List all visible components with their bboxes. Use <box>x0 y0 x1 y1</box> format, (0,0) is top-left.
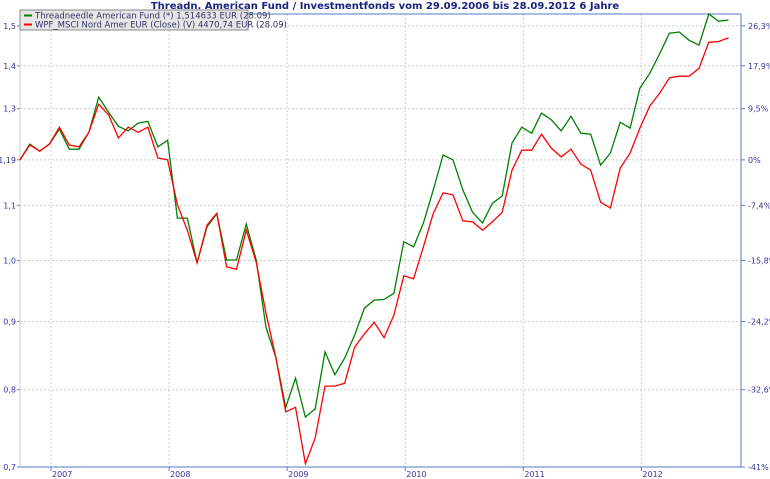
y-tick-label: 1,19 <box>0 156 16 165</box>
x-tick-label: 2012 <box>642 470 662 479</box>
y2-tick-label: -32,6% <box>748 386 770 395</box>
series-lines <box>19 12 729 467</box>
grid <box>20 14 741 468</box>
legend: Threadneedle American Fund (*) 1,514633 … <box>19 9 287 31</box>
axes: 0,7 -41% 0,8 -32,6% 0,9 -24,2% 1,0 -15,8% 1,1 -7,… <box>0 13 770 479</box>
legend-entry-fund: Threadneedle American Fund (*) 1,514633 … <box>34 12 271 22</box>
y-tick-label: 1,3 <box>3 105 16 114</box>
legend-entry-index: WPF_MSCI Nord Amer EUR (Close) (V) 4470,… <box>35 21 287 31</box>
y-tick-label: 1,0 <box>3 257 16 266</box>
legend-box <box>19 9 249 31</box>
y-tick-label: 1,4 <box>3 62 16 71</box>
series-line-fund <box>19 12 729 419</box>
y2-tick-label: -15,8% <box>748 257 770 266</box>
y-tick-label: 0,7 <box>3 463 16 472</box>
y-tick-label: 1,1 <box>3 201 16 210</box>
y-tick-label: 1,5 <box>3 22 16 31</box>
y2-tick-label: 0% <box>748 156 761 165</box>
x-tick-label: 2008 <box>170 470 190 479</box>
y2-tick-label: 26,3% <box>748 22 770 31</box>
y2-tick-label: 17,9% <box>748 62 770 71</box>
chart-title: Threadn. American Fund / Investmentfonds… <box>151 1 620 12</box>
series-line-index <box>19 37 729 467</box>
y2-tick-label: -7,4% <box>748 201 770 210</box>
y-tick-label: 0,8 <box>3 386 16 395</box>
x-tick-label: 2007 <box>52 470 72 479</box>
x-tick-label: 2011 <box>524 470 544 479</box>
y2-tick-label: -41% <box>748 463 769 472</box>
y2-tick-label: -24,2% <box>748 318 770 327</box>
y-tick-label: 0,9 <box>3 318 16 327</box>
y2-tick-label: 9,5% <box>748 105 769 114</box>
x-tick-label: 2009 <box>288 470 308 479</box>
x-tick-label: 2010 <box>406 470 426 479</box>
